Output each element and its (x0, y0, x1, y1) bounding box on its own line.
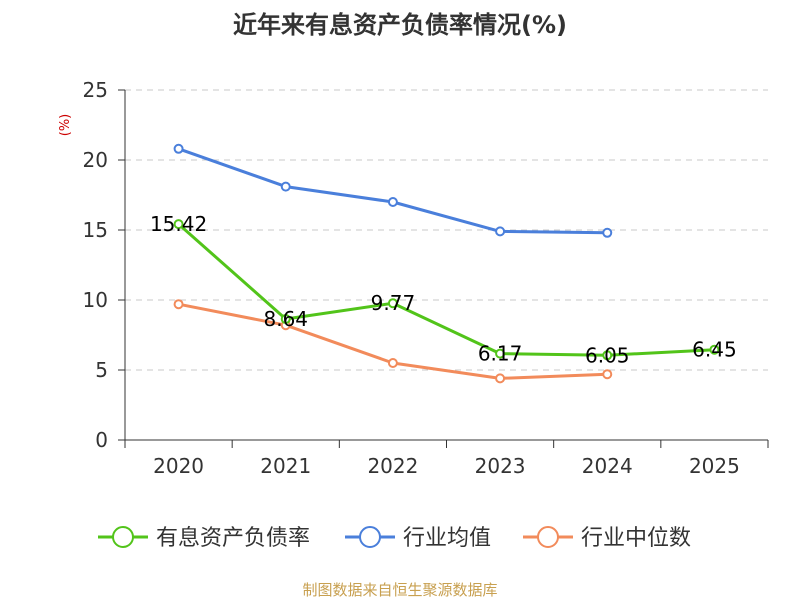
series-line (177, 222, 715, 357)
data-point[interactable] (709, 344, 720, 355)
y-tick-label: 10 (83, 288, 108, 312)
data-point[interactable] (387, 358, 398, 368)
data-point[interactable] (173, 219, 184, 230)
data-point[interactable] (602, 227, 613, 238)
data-label: 15.42 (150, 212, 207, 236)
data-point[interactable] (495, 373, 506, 384)
y-tick-label: 20 (83, 148, 108, 172)
data-point[interactable] (173, 143, 184, 154)
x-tick-label: 2020 (153, 454, 204, 478)
source-note: 制图数据来自恒生聚源数据库 (302, 581, 497, 599)
series-group (173, 143, 720, 384)
legend-item[interactable]: 行业均值 (345, 526, 491, 551)
x-tick-label: 2024 (582, 454, 633, 478)
legend-item[interactable]: 有息资产负债率 (98, 526, 310, 551)
data-point[interactable] (602, 369, 613, 380)
x-tick-label: 2021 (260, 454, 311, 478)
data-point[interactable] (387, 197, 398, 207)
legend-item[interactable]: 行业中位数 (523, 526, 691, 551)
chart-title: 近年来有息资产负债率情况(%) (233, 11, 567, 39)
legend-label: 行业中位数 (581, 526, 691, 551)
x-tick-label: 2025 (689, 454, 740, 478)
data-label: 6.05 (585, 343, 630, 367)
legend-marker-icon (359, 526, 381, 548)
data-label: 6.17 (478, 342, 523, 366)
data-point[interactable] (602, 350, 613, 361)
y-tick-label: 5 (95, 358, 108, 382)
data-point[interactable] (280, 181, 291, 192)
y-tick-label: 0 (95, 428, 108, 452)
data-point[interactable] (280, 314, 291, 325)
legend-marker-icon (112, 526, 134, 548)
legend-label: 行业均值 (403, 526, 491, 551)
y-tick-label: 15 (83, 218, 108, 242)
y-tick-label: 25 (83, 78, 108, 102)
data-point[interactable] (387, 298, 398, 309)
data-point[interactable] (173, 299, 184, 310)
data-label: 9.77 (371, 291, 416, 315)
legend-label: 有息资产负债率 (156, 526, 310, 551)
data-point[interactable] (495, 226, 506, 237)
data-label: 6.45 (692, 338, 737, 362)
x-tick-label: 2023 (475, 454, 526, 478)
y-axis-unit-label: (%) (58, 114, 73, 137)
data-label: 8.64 (263, 307, 308, 331)
data-labels: 15.42 8.64 9.77 6.17 6.05 6.45 (150, 212, 737, 367)
legend[interactable]: 有息资产负债率 行业均值 行业中位数 (98, 526, 691, 551)
series-line (178, 147, 608, 235)
legend-marker-icon (537, 526, 559, 548)
data-point[interactable] (495, 348, 506, 359)
x-tick-label: 2022 (367, 454, 418, 478)
